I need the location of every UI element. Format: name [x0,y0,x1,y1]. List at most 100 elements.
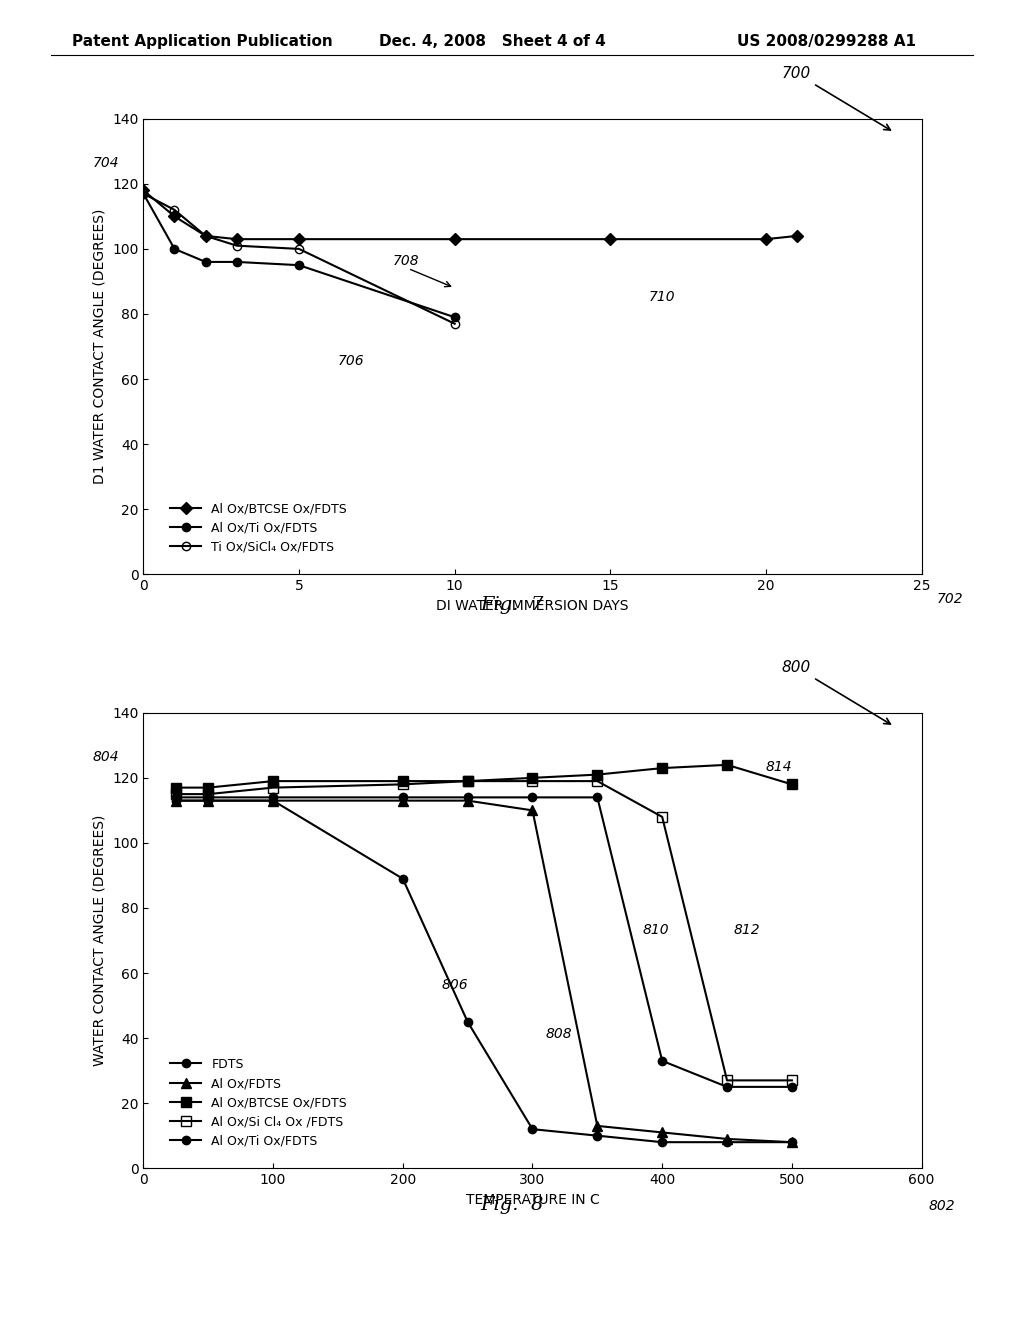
Al Ox/BTCSE Ox/FDTS [200,228,212,244]
Text: 700: 700 [781,66,891,131]
Text: 704: 704 [93,156,120,169]
Al Ox/BTCSE Ox/FDTS [791,228,803,244]
Al Ox/Si Cl₄ Ox /FDTS [267,780,280,796]
Text: 814: 814 [766,760,793,775]
FDTS [396,871,409,887]
Text: 804: 804 [93,750,120,763]
FDTS [462,1014,474,1030]
Ti Ox/SiCl₄ Ox/FDTS [449,315,461,331]
Al Ox/BTCSE Ox/FDTS [591,767,603,783]
Al Ox/Ti Ox/FDTS [396,789,409,805]
Al Ox/BTCSE Ox/FDTS [170,780,182,796]
Text: 806: 806 [441,978,468,993]
FDTS [267,793,280,809]
Al Ox/BTCSE Ox/FDTS [396,774,409,789]
Y-axis label: WATER CONTACT ANGLE (DEGREES): WATER CONTACT ANGLE (DEGREES) [92,814,106,1067]
Al Ox/BTCSE Ox/FDTS [202,780,214,796]
Al Ox/FDTS [267,793,280,809]
Al Ox/Ti Ox/FDTS [293,257,305,273]
Al Ox/Si Cl₄ Ox /FDTS [396,776,409,792]
Ti Ox/SiCl₄ Ox/FDTS [200,228,212,244]
Al Ox/Si Cl₄ Ox /FDTS [591,774,603,789]
Text: Patent Application Publication: Patent Application Publication [72,34,333,49]
Al Ox/FDTS [526,803,539,818]
FDTS [170,793,182,809]
FDTS [785,1134,798,1150]
Text: 800: 800 [781,660,891,725]
FDTS [656,1134,669,1150]
Y-axis label: D1 WATER CONTACT ANGLE (DEGREES): D1 WATER CONTACT ANGLE (DEGREES) [92,209,106,484]
Text: Fig.  8: Fig. 8 [480,1196,544,1214]
Text: 702: 702 [937,593,964,606]
Al Ox/Si Cl₄ Ox /FDTS [202,787,214,803]
Al Ox/Si Cl₄ Ox /FDTS [170,787,182,803]
Line: Al Ox/BTCSE Ox/FDTS: Al Ox/BTCSE Ox/FDTS [139,186,801,243]
Al Ox/Ti Ox/FDTS [462,789,474,805]
Al Ox/Ti Ox/FDTS [526,789,539,805]
Al Ox/FDTS [721,1131,733,1147]
FDTS [721,1134,733,1150]
Al Ox/BTCSE Ox/FDTS [293,231,305,247]
Al Ox/BTCSE Ox/FDTS [760,231,772,247]
FDTS [526,1121,539,1137]
Line: Al Ox/Ti Ox/FDTS: Al Ox/Ti Ox/FDTS [172,793,796,1092]
Al Ox/FDTS [656,1125,669,1140]
Al Ox/BTCSE Ox/FDTS [785,776,798,792]
Line: Al Ox/FDTS: Al Ox/FDTS [171,796,797,1147]
Al Ox/FDTS [396,793,409,809]
Al Ox/Si Cl₄ Ox /FDTS [462,774,474,789]
FDTS [591,1127,603,1143]
Al Ox/Ti Ox/FDTS [230,253,243,269]
Al Ox/FDTS [785,1134,798,1150]
Line: Al Ox/BTCSE Ox/FDTS: Al Ox/BTCSE Ox/FDTS [171,760,797,792]
Al Ox/BTCSE Ox/FDTS [267,774,280,789]
Text: 812: 812 [733,923,760,937]
Legend: Al Ox/BTCSE Ox/FDTS, Al Ox/Ti Ox/FDTS, Ti Ox/SiCl₄ Ox/FDTS: Al Ox/BTCSE Ox/FDTS, Al Ox/Ti Ox/FDTS, T… [165,498,352,558]
Al Ox/Ti Ox/FDTS [656,1053,669,1069]
Line: Ti Ox/SiCl₄ Ox/FDTS: Ti Ox/SiCl₄ Ox/FDTS [139,190,459,327]
Al Ox/Si Cl₄ Ox /FDTS [721,1072,733,1088]
Al Ox/BTCSE Ox/FDTS [604,231,616,247]
Line: Al Ox/Ti Ox/FDTS: Al Ox/Ti Ox/FDTS [139,190,459,321]
Al Ox/FDTS [202,793,214,809]
X-axis label: TEMPERATURE IN C: TEMPERATURE IN C [466,1192,599,1206]
Text: 710: 710 [649,290,676,304]
Text: Fig.  7: Fig. 7 [480,595,544,614]
Ti Ox/SiCl₄ Ox/FDTS [293,242,305,257]
Al Ox/BTCSE Ox/FDTS [721,756,733,772]
Al Ox/Ti Ox/FDTS [137,186,150,202]
FDTS [202,793,214,809]
Al Ox/BTCSE Ox/FDTS [230,231,243,247]
Text: US 2008/0299288 A1: US 2008/0299288 A1 [737,34,916,49]
Legend: FDTS, Al Ox/FDTS, Al Ox/BTCSE Ox/FDTS, Al Ox/Si Cl₄ Ox /FDTS, Al Ox/Ti Ox/FDTS: FDTS, Al Ox/FDTS, Al Ox/BTCSE Ox/FDTS, A… [165,1053,352,1152]
Al Ox/BTCSE Ox/FDTS [449,231,461,247]
Al Ox/FDTS [170,793,182,809]
Al Ox/Ti Ox/FDTS [449,309,461,325]
Al Ox/FDTS [462,793,474,809]
Text: 810: 810 [643,923,670,937]
Al Ox/Si Cl₄ Ox /FDTS [656,809,669,825]
Al Ox/Ti Ox/FDTS [168,242,180,257]
Al Ox/Ti Ox/FDTS [170,789,182,805]
Al Ox/Ti Ox/FDTS [591,789,603,805]
Ti Ox/SiCl₄ Ox/FDTS [230,238,243,253]
Al Ox/Si Cl₄ Ox /FDTS [526,774,539,789]
Al Ox/BTCSE Ox/FDTS [137,182,150,198]
X-axis label: DI WATER IMMERSION DAYS: DI WATER IMMERSION DAYS [436,598,629,612]
Al Ox/BTCSE Ox/FDTS [656,760,669,776]
Text: 802: 802 [928,1200,954,1213]
Text: 708: 708 [392,255,419,268]
Ti Ox/SiCl₄ Ox/FDTS [137,186,150,202]
Al Ox/BTCSE Ox/FDTS [168,209,180,224]
Al Ox/Ti Ox/FDTS [785,1078,798,1094]
Text: Dec. 4, 2008   Sheet 4 of 4: Dec. 4, 2008 Sheet 4 of 4 [379,34,605,49]
Al Ox/BTCSE Ox/FDTS [526,770,539,785]
Text: 808: 808 [546,1027,572,1041]
Al Ox/Ti Ox/FDTS [202,789,214,805]
Al Ox/Si Cl₄ Ox /FDTS [785,1072,798,1088]
Al Ox/BTCSE Ox/FDTS [462,774,474,789]
Al Ox/FDTS [591,1118,603,1134]
Line: Al Ox/Si Cl₄ Ox /FDTS: Al Ox/Si Cl₄ Ox /FDTS [171,776,797,1085]
Text: 706: 706 [338,354,365,368]
Al Ox/Ti Ox/FDTS [267,789,280,805]
